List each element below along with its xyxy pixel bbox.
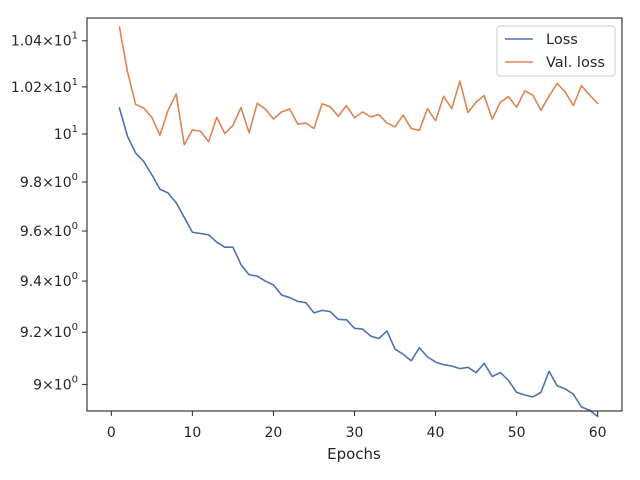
plot-background: [87, 18, 622, 411]
y-tick-label: 9.4×100: [20, 271, 78, 290]
y-tick-label-mantissa: 9.8×10: [20, 175, 72, 191]
y-tick-label-mantissa: 9.4×10: [20, 274, 72, 290]
y-tick-label: 9.8×100: [20, 172, 78, 191]
y-tick-label-mantissa: 1.02×10: [11, 80, 72, 96]
y-tick-label-mantissa: 1.04×10: [11, 34, 72, 50]
y-tick-label-exponent: 1: [72, 31, 78, 42]
y-tick-label: 9.2×100: [20, 322, 78, 341]
y-tick-label-exponent: 0: [72, 221, 78, 232]
y-tick-label: 9.6×100: [20, 221, 78, 240]
series-layer: [118, 26, 599, 418]
y-tick-label-mantissa: 9.2×10: [20, 325, 72, 341]
series-line-2: [118, 26, 599, 146]
y-tick-label: 1.02×101: [11, 77, 78, 96]
y-tick-label-exponent: 0: [72, 172, 78, 183]
y-tick-label: 1.04×101: [11, 31, 78, 50]
y-tick-label-mantissa: 9×10: [33, 377, 71, 393]
x-axis-title: Epochs: [327, 445, 381, 463]
y-tick-label-mantissa: 9.6×10: [20, 224, 72, 240]
y-tick-label-exponent: 0: [72, 271, 78, 282]
x-tick-label: 10: [183, 425, 201, 441]
y-tick-label-exponent: 1: [72, 124, 78, 135]
y-tick-label-exponent: 0: [72, 322, 78, 333]
y-tick-label-exponent: 0: [72, 374, 78, 385]
series-line-1: [118, 107, 599, 418]
legend: Loss Val. loss: [496, 25, 616, 77]
axes-layer: 0 10 20 30 40 50 609×1009.2×1009.4×1009.6×1009…: [11, 17, 623, 441]
plot-area: [87, 18, 622, 411]
x-tick-label: 50: [508, 425, 526, 441]
x-tick-label: 20: [265, 425, 283, 441]
legend-label-1: Loss: [546, 32, 578, 48]
x-tick-label: 0: [107, 425, 116, 441]
y-tick-label-mantissa: 10: [54, 127, 72, 143]
y-tick-label-exponent: 1: [72, 77, 78, 88]
y-tick-label: 9×100: [33, 374, 78, 393]
legend-label-2: Val. loss: [546, 55, 605, 71]
x-tick-label: 30: [346, 425, 364, 441]
x-tick-label: 40: [427, 425, 445, 441]
x-tick-label: 60: [589, 425, 607, 441]
y-tick-label: 101: [54, 124, 78, 143]
